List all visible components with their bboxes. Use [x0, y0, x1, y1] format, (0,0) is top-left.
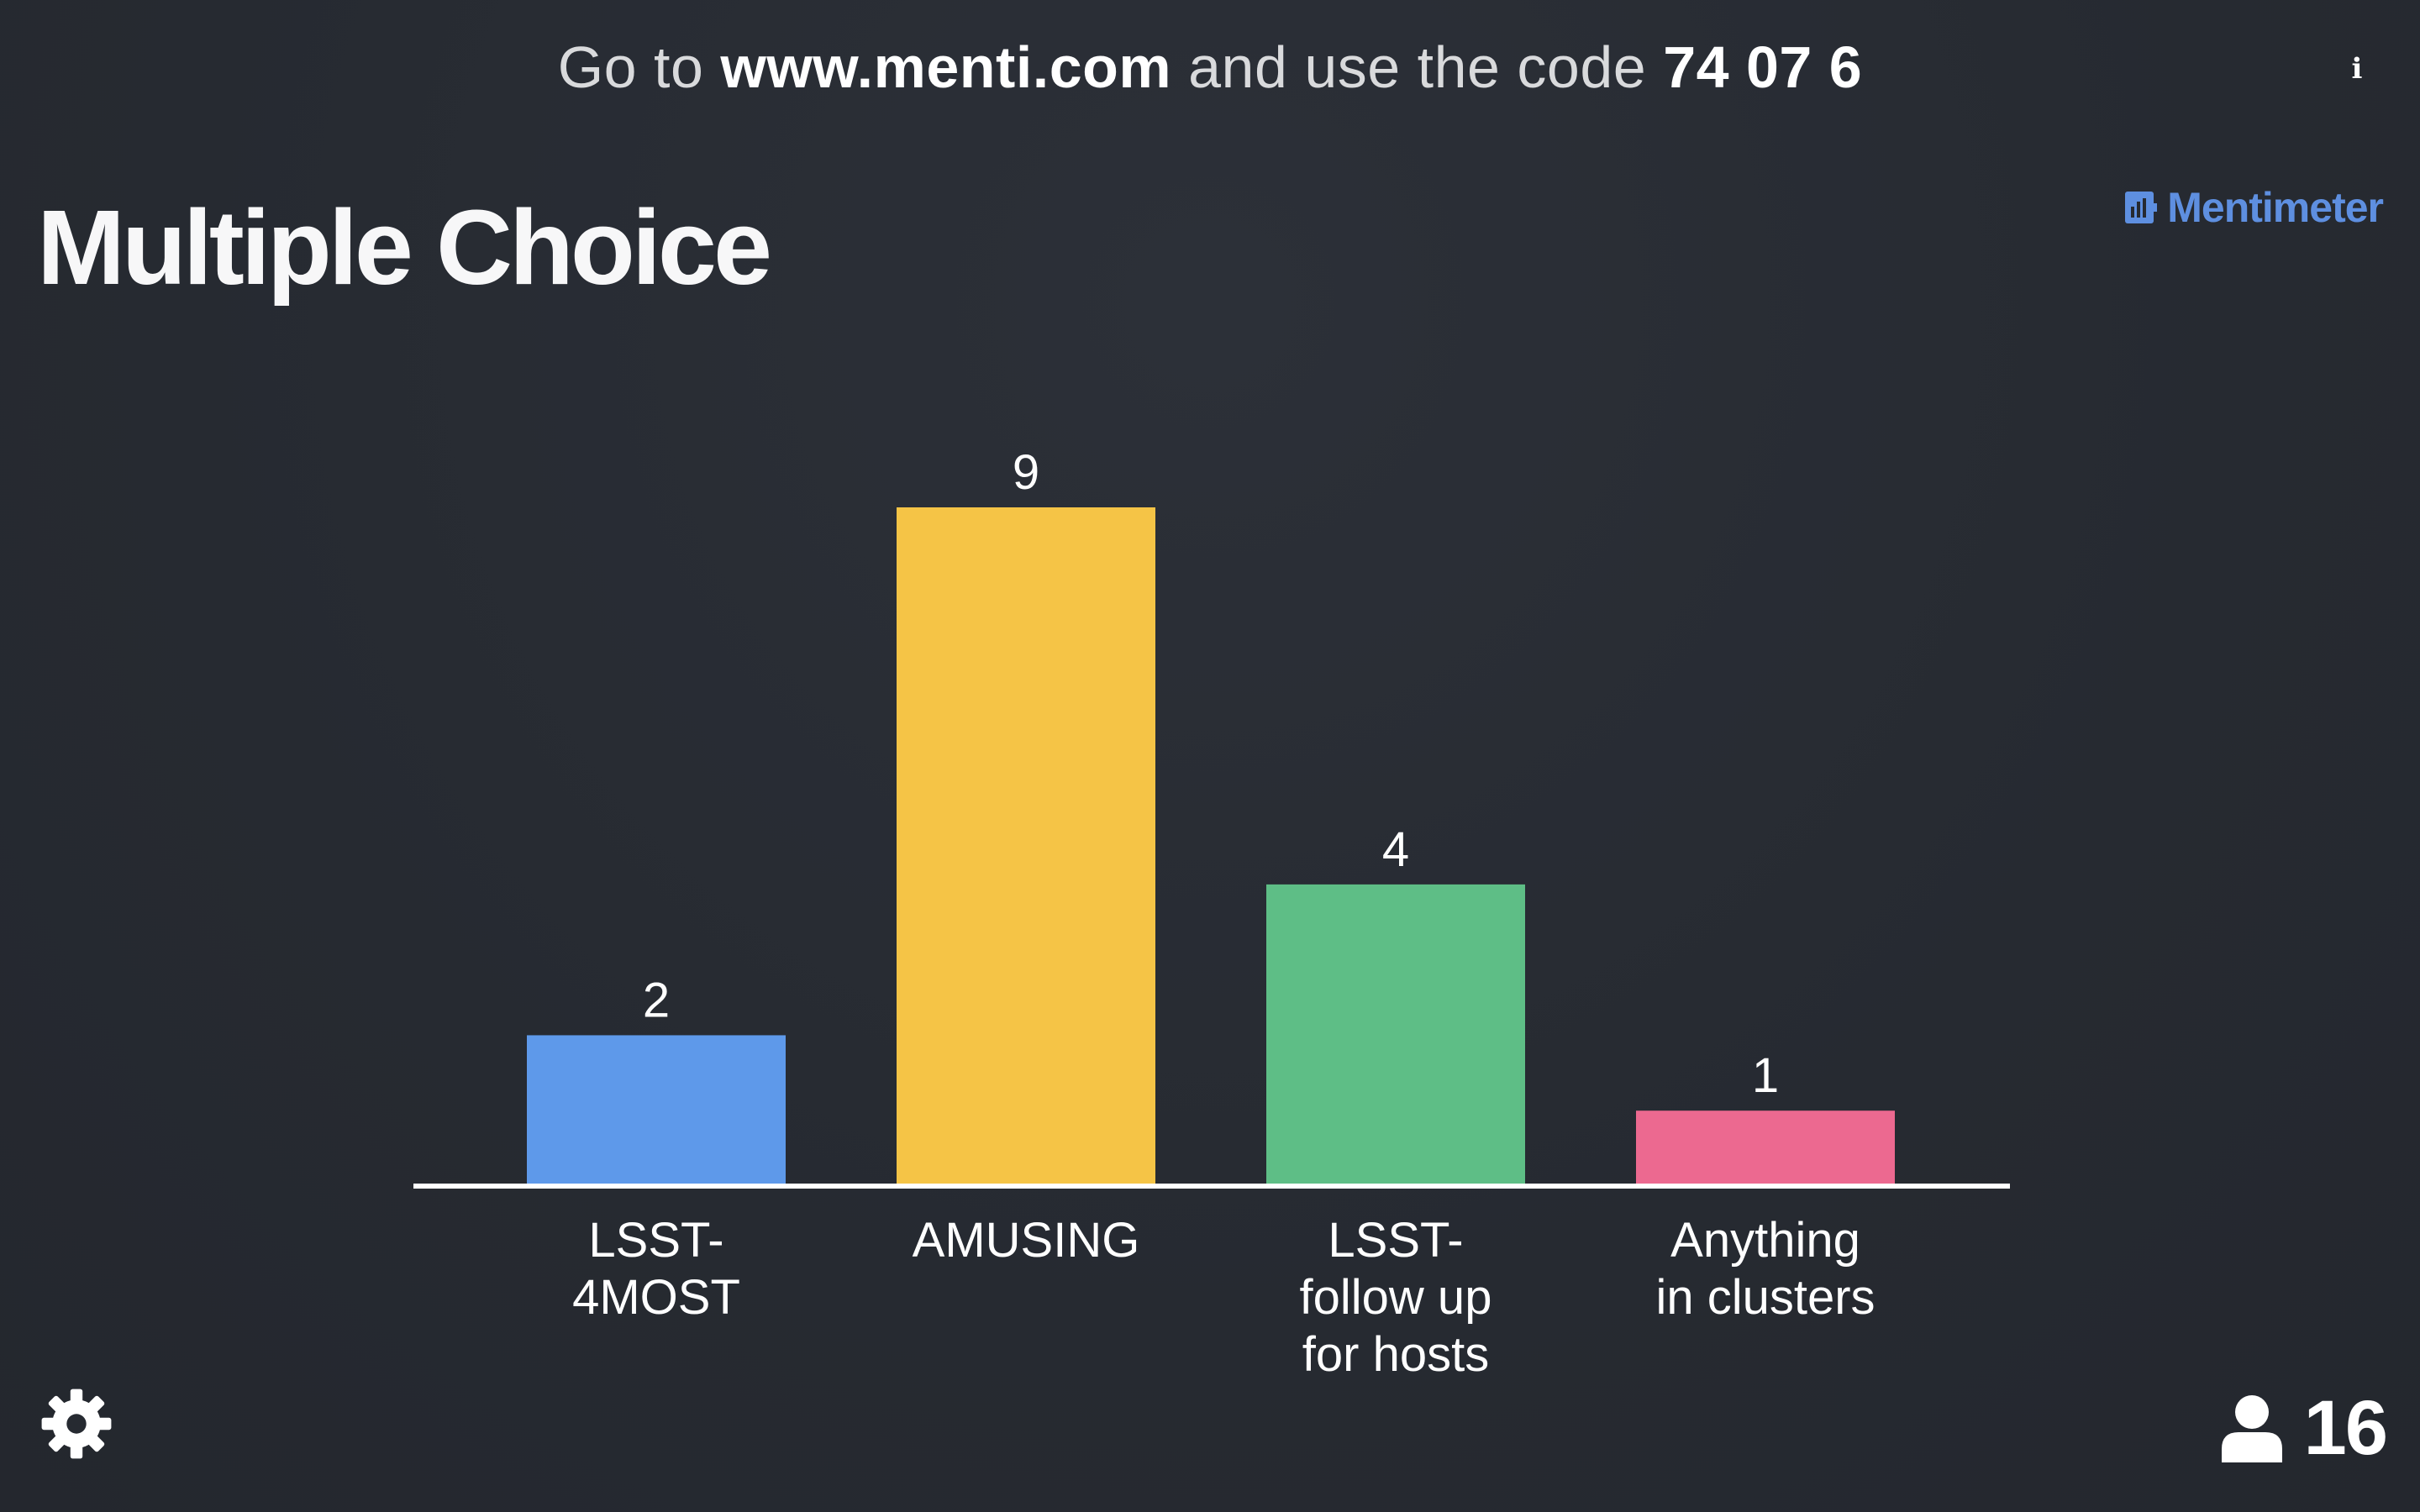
bar-value-label: 1 [1752, 1048, 1779, 1103]
chart-bar [897, 507, 1155, 1186]
bar-value-label: 9 [1013, 445, 1039, 500]
join-instructions: Go to www.menti.com and use the code 74 … [0, 34, 2420, 101]
category-label: follow up [1300, 1270, 1492, 1325]
join-middle: and use the code [1188, 34, 1647, 100]
mentimeter-logo-icon [2125, 192, 2158, 223]
bar-value-label: 4 [1382, 822, 1409, 877]
chart-bar [1636, 1110, 1895, 1186]
chart-bar [527, 1035, 786, 1186]
join-url[interactable]: www.menti.com [720, 34, 1172, 100]
participant-count: 16 [2303, 1384, 2388, 1471]
gear-icon[interactable] [39, 1386, 114, 1462]
category-label: for hosts [1302, 1327, 1489, 1382]
join-prefix: Go to [557, 34, 704, 100]
category-label: LSST- [1328, 1213, 1463, 1268]
join-code: 74 07 6 [1663, 34, 1863, 100]
mentimeter-logo[interactable]: Mentimeter [2125, 183, 2384, 232]
slide-title: Multiple Choice [37, 188, 772, 307]
participant-counter: 16 [2220, 1384, 2388, 1471]
bar-value-label: 2 [643, 973, 670, 1027]
mentimeter-logo-text: Mentimeter [2167, 184, 2384, 231]
category-label: 4MOST [572, 1270, 740, 1325]
category-label: AMUSING [913, 1213, 1140, 1268]
chart-bar [1266, 884, 1525, 1186]
category-label: in clusters [1655, 1270, 1875, 1325]
user-icon [2221, 1395, 2282, 1462]
category-label: Anything [1670, 1213, 1860, 1268]
category-label: LSST- [588, 1213, 723, 1268]
info-button[interactable]: i [2351, 52, 2363, 86]
